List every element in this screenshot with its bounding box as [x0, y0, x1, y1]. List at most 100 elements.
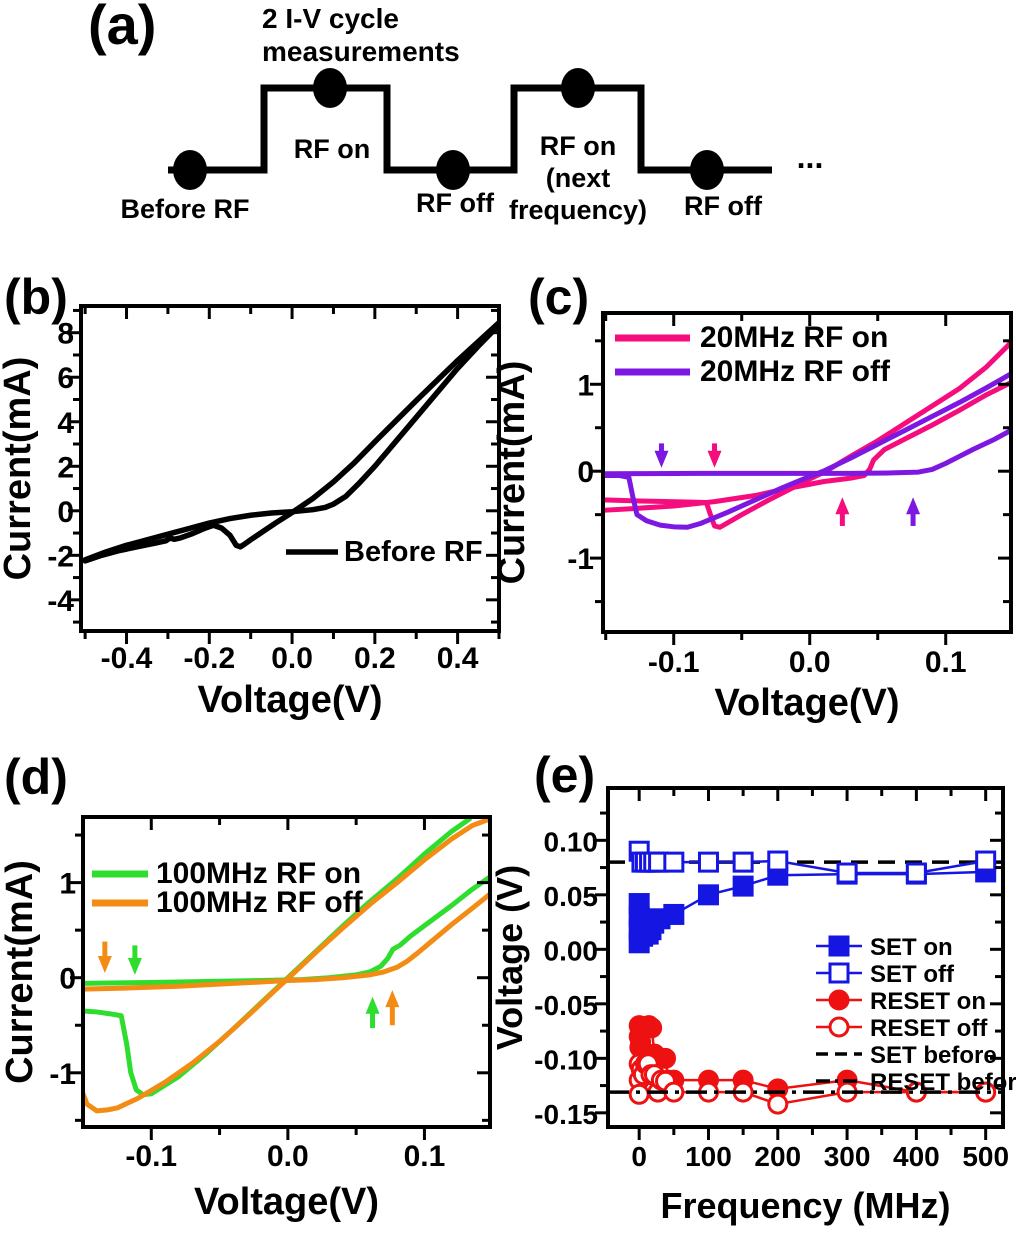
panel-a-dot	[690, 150, 724, 190]
panel-d-group: -0.1 0.0 0.1 1 0 -1 Voltage(V) Current(mA) 100MH…	[0, 815, 492, 1223]
panel-e-xtick: 200	[754, 1141, 801, 1172]
panel-a-caption: 2 I-V cycle measurements	[262, 2, 460, 68]
panel-b-group: -0.4 -0.2 0.0 0.2 0.4 8 6 4 2 0 -2 -4 Voltage(V) Curr…	[0, 304, 501, 721]
panel-e-series-reset-off-marker	[628, 1083, 650, 1105]
panel-e-series-set-off-marker	[767, 850, 789, 872]
panel-e-ytick: 0.00	[544, 935, 599, 966]
panel-d-xtick: 0.1	[404, 1140, 446, 1173]
panel-b-ytick: 6	[57, 362, 74, 395]
panel-b-label: (b)	[4, 269, 68, 325]
panel-c-ticks	[590, 313, 1011, 645]
panel-e-frame	[606, 786, 1005, 1129]
panel-c-ytick: -1	[567, 543, 594, 576]
panel-b-ytick: -2	[47, 540, 74, 573]
panel-c-label: (c)	[528, 269, 590, 325]
panel-d-ylabel: Current(mA)	[0, 860, 41, 1084]
legend-label: SET before	[870, 1042, 997, 1069]
panel-a-text: ...	[797, 139, 824, 175]
panel-a-text: Before RF	[120, 194, 249, 224]
panel-d-series-100mhz-rf-off	[82, 816, 491, 1114]
panel-c-xlabel: Voltage(V)	[714, 682, 899, 724]
panel-b-ytick: 2	[57, 451, 74, 484]
panel-c-arrowhead-1	[707, 450, 722, 468]
panel-a-dot	[436, 150, 470, 190]
panel-c-xtick: 0.1	[925, 646, 967, 679]
panel-d-ytick: 1	[59, 868, 76, 901]
legend-label: 20MHz RF on	[700, 321, 888, 354]
legend-label: 100MHz RF on	[156, 857, 361, 890]
legend-marker	[828, 989, 850, 1011]
panel-e-series-set-on-line	[637, 870, 986, 944]
panel-c-series-20mhz-rf-off	[602, 427, 1012, 477]
legend-label: RESET on	[870, 988, 986, 1015]
legend-marker	[828, 962, 850, 984]
panel-b-ytick: -4	[47, 585, 74, 618]
panel-e-xtick: 100	[685, 1141, 732, 1172]
legend-label: SET on	[870, 934, 953, 961]
panel-e-series-reset-on-marker	[655, 1047, 677, 1069]
panel-b-plot	[82, 319, 500, 564]
legend-label: RESET off	[870, 1015, 988, 1042]
panel-a-waveform	[168, 84, 772, 174]
panel-c-ytick: 0	[577, 456, 594, 489]
legend-label: 20MHz RF off	[700, 355, 891, 388]
legend-marker	[828, 1016, 850, 1038]
panel-d-arrowhead-1	[127, 957, 142, 975]
panel-a-text: (next	[546, 163, 611, 193]
panel-c-xtick: -0.1	[648, 646, 700, 679]
panel-d-arrowhead-3	[385, 990, 400, 1008]
panel-b-legend: Before RF	[286, 536, 483, 568]
panel-e-series-set-on-marker	[663, 903, 685, 925]
panel-e-ticks	[595, 788, 1003, 1140]
panel-a-label: (a)	[88, 0, 157, 56]
caption-line-2: measurements	[262, 36, 460, 67]
legend-label: Before RF	[344, 536, 483, 568]
panel-d-xtick: 0.0	[267, 1140, 309, 1173]
panel-d-arrowhead-2	[365, 996, 380, 1014]
panel-a-text: RF off	[416, 188, 495, 218]
panel-e-series-set-on-marker	[697, 884, 719, 906]
panel-e-xtick: 400	[893, 1141, 940, 1172]
panel-e-ytick: 0.05	[544, 881, 599, 912]
panel-e-ytick: -0.10	[534, 1044, 598, 1075]
panel-a-text: RF on	[294, 134, 370, 164]
panel-e-xtick: 300	[824, 1141, 871, 1172]
panel-c-group: -0.1 0.0 0.1 1 0 -1 Voltage(V) Current(mA) 20MHz…	[491, 311, 1013, 724]
panel-b-ytick: 8	[57, 318, 74, 351]
legend-label: 100MHz RF off	[156, 886, 364, 919]
panel-b-xtick: 0.2	[354, 642, 396, 675]
panel-b-ylabel: Current(mA)	[0, 357, 39, 581]
panel-c-plot	[602, 340, 1012, 530]
panel-a-dot	[173, 150, 207, 190]
panel-c-ylabel: Current(mA)	[491, 361, 533, 585]
panel-d-xtick: -0.1	[125, 1140, 177, 1173]
panel-b-xtick: -0.2	[183, 642, 235, 675]
panel-c-series-20mhz-rf-off	[602, 371, 1012, 530]
panel-b-ytick: 0	[57, 496, 74, 529]
panel-e-ylabel: Voltage (V)	[489, 865, 530, 1050]
caption-line-1: 2 I-V cycle	[262, 3, 399, 34]
panel-b-xtick: -0.4	[101, 642, 153, 675]
panel-e-xtick: 0	[631, 1141, 647, 1172]
panel-e-ytick: -0.05	[534, 990, 598, 1021]
panel-a-text: frequency)	[509, 195, 647, 225]
panel-e-xtick: 500	[962, 1141, 1009, 1172]
panel-a-text: RF on	[540, 131, 616, 161]
panel-e-ytick: -0.15	[534, 1099, 598, 1130]
panel-b-series-before-rf	[82, 319, 500, 564]
panel-d-ytick: -1	[49, 1058, 76, 1091]
panel-e-series-reset-on-marker	[641, 1017, 663, 1039]
panel-b-xtick: 0.0	[271, 642, 313, 675]
panel-c-ytick: 1	[577, 369, 594, 402]
panel-e-xlabel: Frequency (MHz)	[660, 1185, 950, 1226]
panel-b-series-before-rf	[82, 322, 500, 563]
panel-a-dot	[313, 68, 347, 108]
panel-b-ytick: 4	[57, 407, 74, 440]
panel-c-arrowhead-2	[835, 497, 850, 515]
panel-c-arrowhead-0	[654, 450, 669, 468]
